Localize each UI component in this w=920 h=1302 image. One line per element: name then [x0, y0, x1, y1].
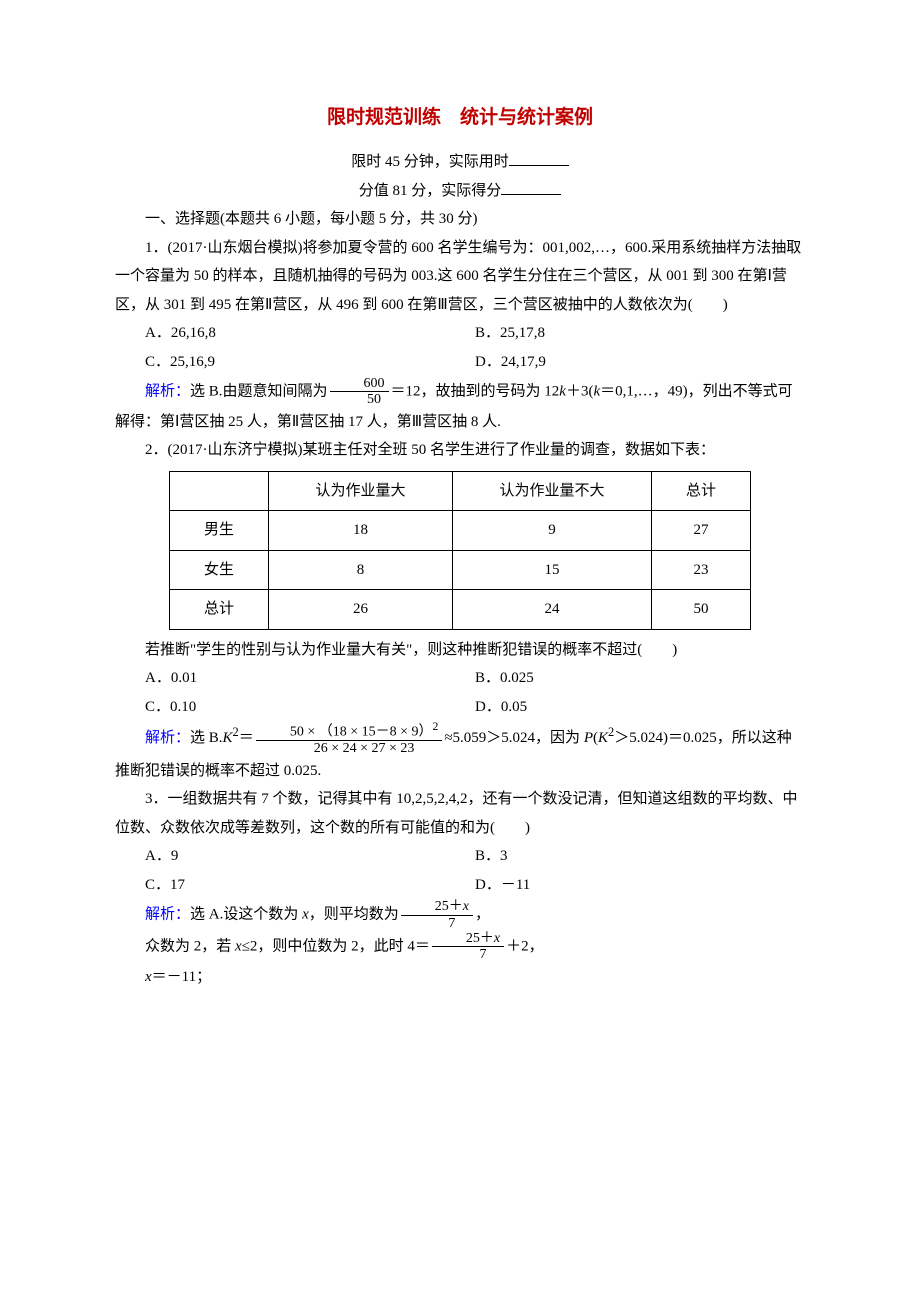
section-heading: 一、选择题(本题共 6 小题，每小题 5 分，共 30 分): [115, 205, 805, 234]
cell: 女生: [170, 550, 269, 590]
q2-options-row1: A．0.01 B．0.025: [145, 664, 805, 693]
q3-line2-prefix: 众数为 2，若: [145, 938, 235, 954]
q1-opt-b: B．25,17,8: [475, 319, 805, 348]
q1-frac-num: 600: [330, 376, 389, 391]
q2-K: K: [223, 731, 233, 747]
cell: 9: [453, 511, 652, 551]
q3-line2-mid: ≤2，则中位数为 2，此时 4＝: [242, 938, 430, 954]
q2-frac-num-sup: 2: [433, 720, 439, 733]
q2-opt-c: C．0.10: [145, 693, 475, 722]
q3-opt-a: A．9: [145, 842, 475, 871]
score-blank: [501, 194, 561, 195]
cell: 18: [269, 511, 453, 551]
q2-eq: ＝: [239, 731, 254, 747]
q3-ans-prefix: 选 A.设这个数为: [190, 907, 302, 923]
q1-analysis: 解析：选 B.由题意知间隔为60050＝12，故抽到的号码为 12k＋3(k＝0…: [115, 376, 805, 436]
q1-ans-mid2: ＋3(: [566, 383, 594, 399]
q2-fraction: 50 × （18 × 15－8 × 9）226 × 24 × 27 × 23: [256, 721, 443, 756]
q3-line3-x: x: [145, 969, 152, 985]
q1-stem: 1．(2017·山东烟台模拟)将参加夏令营的 600 名学生编号为：001,00…: [115, 234, 805, 320]
q2-analysis: 解析：选 B.K2＝50 × （18 × 15－8 × 9）226 × 24 ×…: [115, 721, 805, 785]
q3-frac2-den: 7: [432, 946, 504, 962]
time-text: 限时 45 分钟，实际用时: [351, 154, 509, 170]
q1-opt-c: C．25,16,9: [145, 348, 475, 377]
q3-frac2-num-x: x: [494, 931, 500, 946]
cell: 8: [269, 550, 453, 590]
q2-opt-b: B．0.025: [475, 664, 805, 693]
cell: 24: [453, 590, 652, 630]
q2-frac-den: 26 × 24 × 27 × 23: [256, 740, 443, 756]
q3-x: x: [302, 907, 309, 923]
q3-options-row1: A．9 B．3: [145, 842, 805, 871]
q3-frac1-den: 7: [401, 915, 473, 931]
cell: 男生: [170, 511, 269, 551]
q1-options-row1: A．26,16,8 B．25,17,8: [145, 319, 805, 348]
q3-fraction1: 25＋x7: [401, 899, 473, 931]
analysis-label: 解析：: [145, 731, 190, 747]
table-row: 女生 8 15 23: [170, 550, 751, 590]
q3-options-row2: C．17 D．－11: [145, 871, 805, 900]
q3-ans-mid2: ，: [475, 907, 490, 923]
q2-after-table: 若推断"学生的性别与认为作业量大有关"，则这种推断犯错误的概率不超过( ): [115, 636, 805, 665]
page: 限时规范训练 统计与统计案例 限时 45 分钟，实际用时 分值 81 分，实际得…: [0, 0, 920, 1302]
q2-opt-a: A．0.01: [145, 664, 475, 693]
q2-K2: K: [598, 731, 608, 747]
cell: 总计: [170, 590, 269, 630]
q2-frac-num: 50 × （18 × 15－8 × 9）2: [256, 721, 443, 740]
q3-opt-b: B．3: [475, 842, 805, 871]
table-header-row: 认为作业量大 认为作业量不大 总计: [170, 471, 751, 511]
th-2: 认为作业量不大: [453, 471, 652, 511]
score-line: 分值 81 分，实际得分: [115, 177, 805, 206]
q3-stem: 3．一组数据共有 7 个数，记得其中有 10,2,5,2,4,2，还有一个数没记…: [115, 785, 805, 842]
q1-options-row2: C．25,16,9 D．24,17,9: [145, 348, 805, 377]
q3-frac1-num-prefix: 25＋: [435, 899, 463, 914]
cell: 15: [453, 550, 652, 590]
time-blank: [509, 165, 569, 166]
q1-fraction: 60050: [330, 376, 389, 408]
q2-opt-d: D．0.05: [475, 693, 805, 722]
th-1: 认为作业量大: [269, 471, 453, 511]
score-text: 分值 81 分，实际得分: [359, 183, 502, 199]
q2-options-row2: C．0.10 D．0.05: [145, 693, 805, 722]
q3-analysis-line1: 解析：选 A.设这个数为 x，则平均数为25＋x7，: [115, 899, 805, 931]
q1-ans-prefix: 选 B.由题意知间隔为: [190, 383, 328, 399]
q3-frac1-num: 25＋x: [401, 899, 473, 914]
q3-frac1-num-x: x: [463, 899, 469, 914]
table-row: 总计 26 24 50: [170, 590, 751, 630]
q1-opt-a: A．26,16,8: [145, 319, 475, 348]
q3-ans-mid1: ，则平均数为: [309, 907, 399, 923]
q3-fraction2: 25＋x7: [432, 931, 504, 963]
th-3: 总计: [652, 471, 751, 511]
q3-frac2-num-prefix: 25＋: [466, 931, 494, 946]
analysis-label: 解析：: [145, 383, 190, 399]
q3-line2-suffix: ＋2，: [506, 938, 544, 954]
q3-opt-c: C．17: [145, 871, 475, 900]
q3-x2: x: [235, 938, 242, 954]
q2-table: 认为作业量大 认为作业量不大 总计 男生 18 9 27 女生 8 15 23 …: [169, 471, 751, 630]
analysis-label: 解析：: [145, 907, 190, 923]
cell: 50: [652, 590, 751, 630]
q2-stem: 2．(2017·山东济宁模拟)某班主任对全班 50 名学生进行了作业量的调查，数…: [115, 436, 805, 465]
q3-analysis-line3: x＝－11；: [115, 963, 805, 992]
q1-frac-den: 50: [330, 391, 389, 407]
doc-title: 限时规范训练 统计与统计案例: [115, 100, 805, 136]
q1-k: k: [559, 383, 566, 399]
q3-frac2-num: 25＋x: [432, 931, 504, 946]
q3-line3: ＝－11；: [152, 969, 211, 985]
q2-ans-prefix: 选 B.: [190, 731, 223, 747]
th-0: [170, 471, 269, 511]
q2-P: P: [584, 731, 593, 747]
q2-frac-num-text: 50 × （18 × 15－8 × 9）: [290, 725, 433, 740]
q3-opt-d: D．－11: [475, 871, 805, 900]
table-row: 男生 18 9 27: [170, 511, 751, 551]
cell: 23: [652, 550, 751, 590]
q1-ans-mid: ＝12，故抽到的号码为 12: [391, 383, 560, 399]
cell: 26: [269, 590, 453, 630]
cell: 27: [652, 511, 751, 551]
q1-opt-d: D．24,17,9: [475, 348, 805, 377]
time-line: 限时 45 分钟，实际用时: [115, 148, 805, 177]
q3-analysis-line2: 众数为 2，若 x≤2，则中位数为 2，此时 4＝25＋x7＋2，: [115, 931, 805, 963]
q2-ans-mid: ≈5.059＞5.024，因为: [444, 731, 583, 747]
